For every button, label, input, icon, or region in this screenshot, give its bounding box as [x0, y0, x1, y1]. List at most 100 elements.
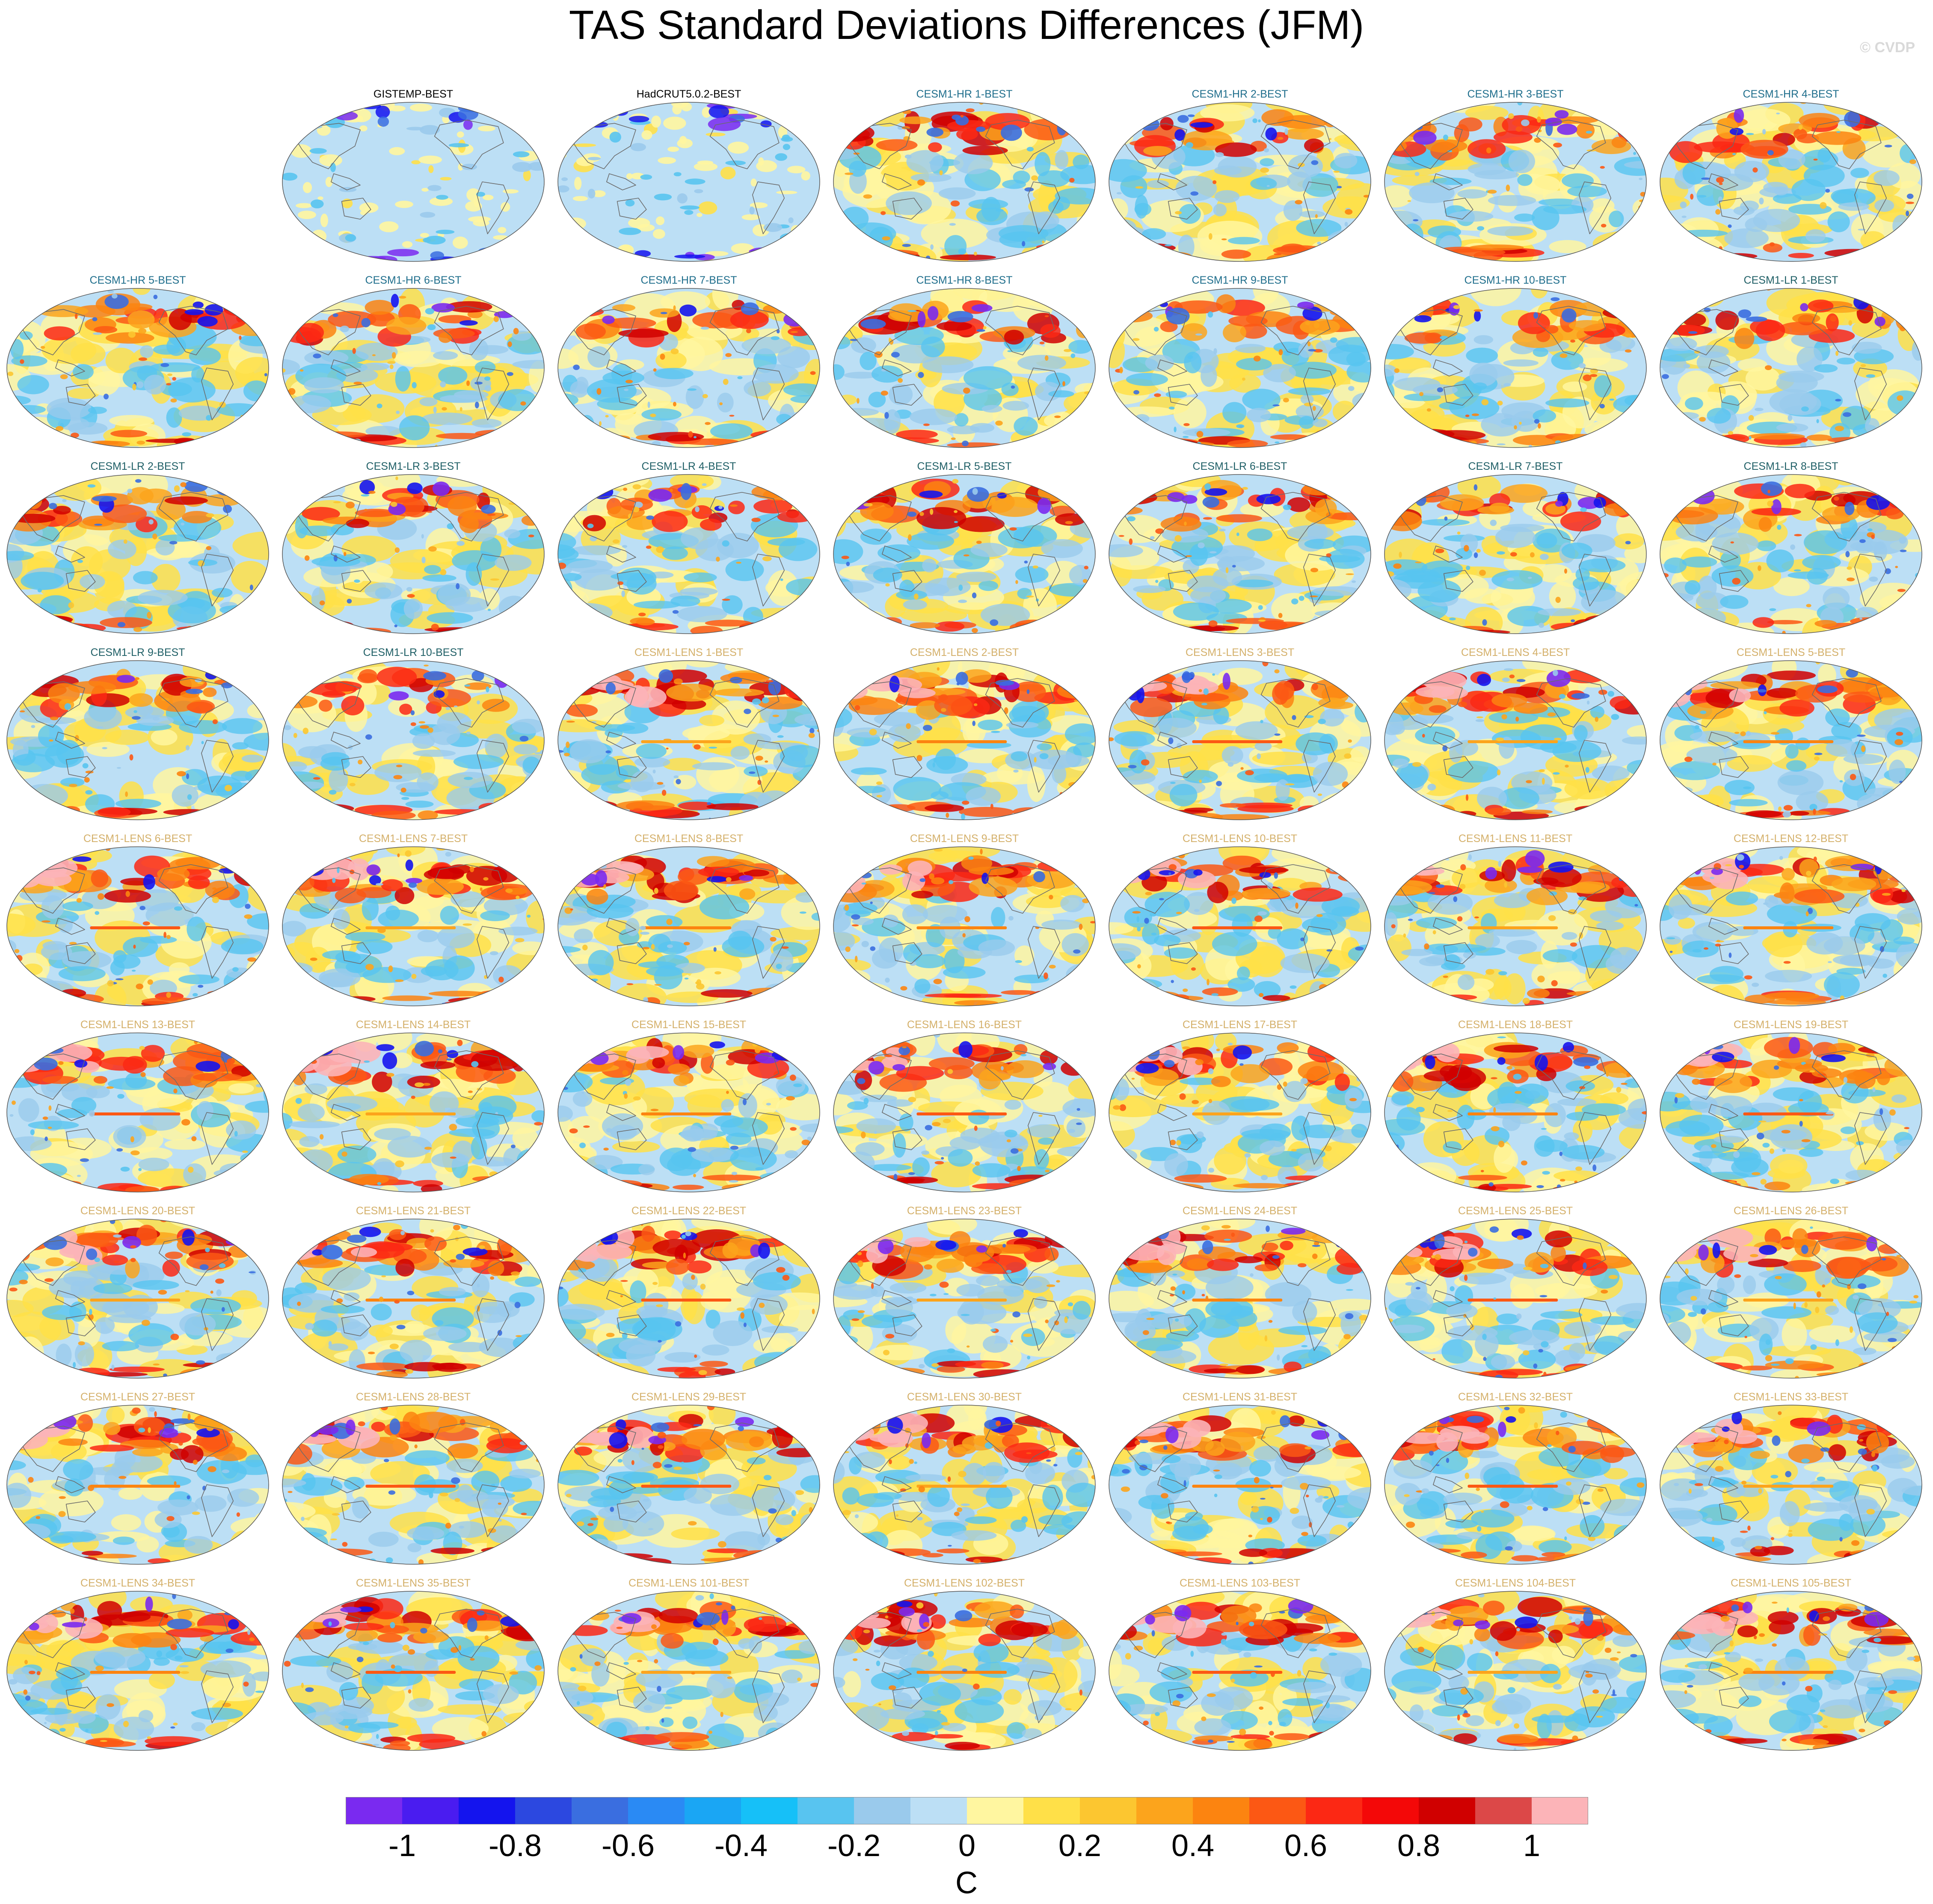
anomaly-patch — [487, 513, 496, 516]
anomaly-patch — [1778, 806, 1782, 812]
anomaly-patch — [447, 523, 454, 529]
anomaly-patch — [7, 661, 12, 664]
anomaly-patch — [1686, 746, 1737, 764]
panel-title: CESM1-LENS 5-BEST — [1736, 647, 1846, 658]
anomaly-patch — [312, 996, 342, 1001]
map-panel: CESM1-LR 3-BEST — [281, 460, 546, 640]
anomaly-patch — [921, 219, 989, 249]
anomaly-patch — [1128, 661, 1174, 674]
anomaly-patch — [16, 661, 44, 679]
anomaly-patch — [1899, 670, 1915, 690]
coastline — [1157, 546, 1187, 563]
coastline — [331, 173, 361, 190]
anomaly-patch — [1538, 423, 1541, 429]
coastline — [1578, 368, 1612, 421]
anomaly-patch — [234, 610, 256, 617]
anomaly-patch — [833, 700, 836, 703]
anomaly-patch — [174, 475, 236, 479]
anomaly-patch — [1608, 211, 1624, 228]
anomaly-patch — [1619, 312, 1627, 316]
anomaly-patch — [17, 375, 49, 394]
anomaly-patch — [854, 705, 860, 711]
anomaly-patch — [1568, 320, 1606, 332]
anomaly-patch — [1660, 486, 1690, 508]
anomaly-patch — [264, 373, 268, 377]
anomaly-patch — [108, 540, 136, 559]
anomaly-patch — [313, 353, 321, 359]
anomaly-patch — [1321, 805, 1325, 811]
anomaly-patch — [172, 377, 176, 381]
coastline — [752, 368, 785, 421]
anomaly-patch — [70, 852, 73, 855]
anomaly-patch — [1517, 102, 1523, 106]
anomaly-patch — [1216, 781, 1222, 786]
anomaly-patch — [422, 574, 457, 582]
anomaly-patch — [1344, 222, 1348, 227]
anomaly-patch — [1160, 321, 1178, 332]
anomaly-patch — [1170, 782, 1176, 784]
anomaly-patch — [1109, 298, 1134, 316]
anomaly-patch — [1141, 288, 1165, 305]
anomaly-patch — [1640, 812, 1646, 819]
anomaly-patch — [758, 157, 764, 166]
anomaly-patch — [179, 676, 205, 687]
anomaly-patch — [531, 596, 544, 609]
anomaly-patch — [1032, 211, 1059, 230]
anomaly-patch — [197, 682, 203, 684]
anomaly-patch — [1626, 670, 1630, 673]
anomaly-patch — [1054, 437, 1082, 443]
anomaly-patch — [1551, 351, 1583, 370]
anomaly-patch — [1502, 677, 1510, 682]
map-panel: CESM1-LR 5-BEST — [832, 460, 1097, 640]
anomaly-patch — [1139, 110, 1147, 112]
anomaly-patch — [976, 540, 982, 544]
anomaly-patch — [399, 703, 412, 715]
coastline — [845, 681, 912, 728]
anomaly-patch — [405, 801, 434, 808]
anomaly-patch — [587, 346, 611, 368]
anomaly-patch — [861, 804, 883, 811]
anomaly-patch — [1184, 521, 1187, 526]
anomaly-patch — [374, 763, 422, 782]
anomaly-patch — [725, 160, 746, 166]
anomaly-patch — [1425, 139, 1468, 153]
anomaly-patch — [406, 587, 412, 592]
map-panel: CESM1-LR 9-BEST — [5, 646, 270, 826]
anomaly-patch — [864, 249, 919, 257]
anomaly-patch — [1037, 743, 1052, 750]
anomaly-patch — [1413, 219, 1419, 222]
anomaly-patch — [69, 784, 77, 787]
anomaly-patch — [840, 408, 879, 416]
anomaly-patch — [481, 504, 496, 514]
anomaly-patch — [1616, 792, 1646, 818]
anomaly-patch — [1564, 439, 1614, 447]
anomaly-patch — [1593, 497, 1606, 508]
anomaly-patch — [1488, 195, 1536, 206]
panel-title: CESM1-LENS 4-BEST — [1461, 647, 1570, 658]
anomaly-patch — [918, 372, 924, 378]
anomaly-patch — [282, 172, 298, 181]
robinson-map — [557, 474, 820, 634]
anomaly-patch — [483, 877, 489, 881]
anomaly-patch — [995, 421, 1003, 426]
anomaly-patch — [7, 435, 39, 448]
anomaly-patch — [1830, 315, 1837, 322]
anomaly-patch — [484, 385, 492, 391]
anomaly-patch — [62, 901, 93, 911]
anomaly-patch — [1227, 762, 1234, 767]
anomaly-patch — [311, 102, 325, 113]
anomaly-patch — [1869, 441, 1922, 448]
anomaly-patch — [1048, 201, 1064, 214]
anomaly-patch — [741, 214, 760, 220]
anomaly-patch — [368, 490, 376, 494]
anomaly-patch — [140, 345, 154, 358]
anomaly-patch — [1240, 767, 1244, 770]
anomaly-patch — [697, 160, 713, 165]
anomaly-patch — [771, 336, 780, 340]
anomaly-patch — [1330, 337, 1337, 343]
coastline — [985, 492, 1055, 542]
anomaly-patch — [736, 562, 741, 564]
anomaly-patch — [558, 226, 563, 239]
anomaly-patch — [1352, 580, 1356, 583]
anomaly-patch — [833, 677, 869, 689]
